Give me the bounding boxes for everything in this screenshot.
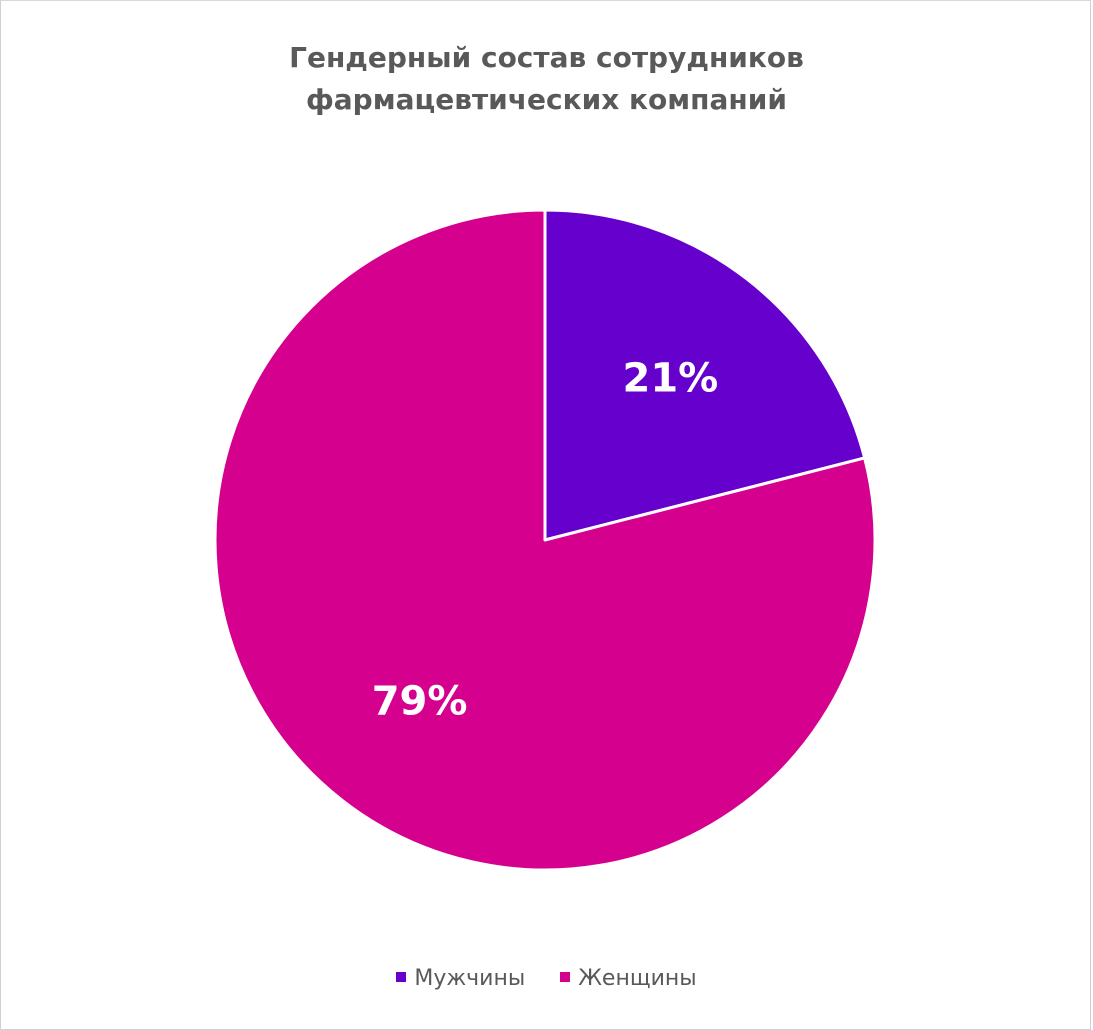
- slice-women: [213, 208, 877, 872]
- legend-label-women: Женщины: [578, 965, 697, 991]
- chart-title: Гендерный состав сотрудников фармацевтич…: [1, 37, 1092, 121]
- legend-swatch-men: [396, 971, 407, 982]
- legend-swatch-women: [560, 971, 571, 982]
- legend-entry-women: Женщины: [560, 965, 697, 991]
- data-label-men: 21%: [623, 355, 719, 401]
- legend-entry-men: Мужчины: [396, 966, 525, 991]
- legend: Мужчины Женщины: [1, 965, 1092, 991]
- chart-title-line-2: фармацевтических компаний: [305, 83, 787, 116]
- data-label-women: 79%: [372, 679, 468, 725]
- slice-men: [543, 208, 867, 542]
- chart-title-line-1: Гендерный состав сотрудников: [289, 41, 804, 74]
- legend-label-men: Мужчины: [414, 965, 526, 991]
